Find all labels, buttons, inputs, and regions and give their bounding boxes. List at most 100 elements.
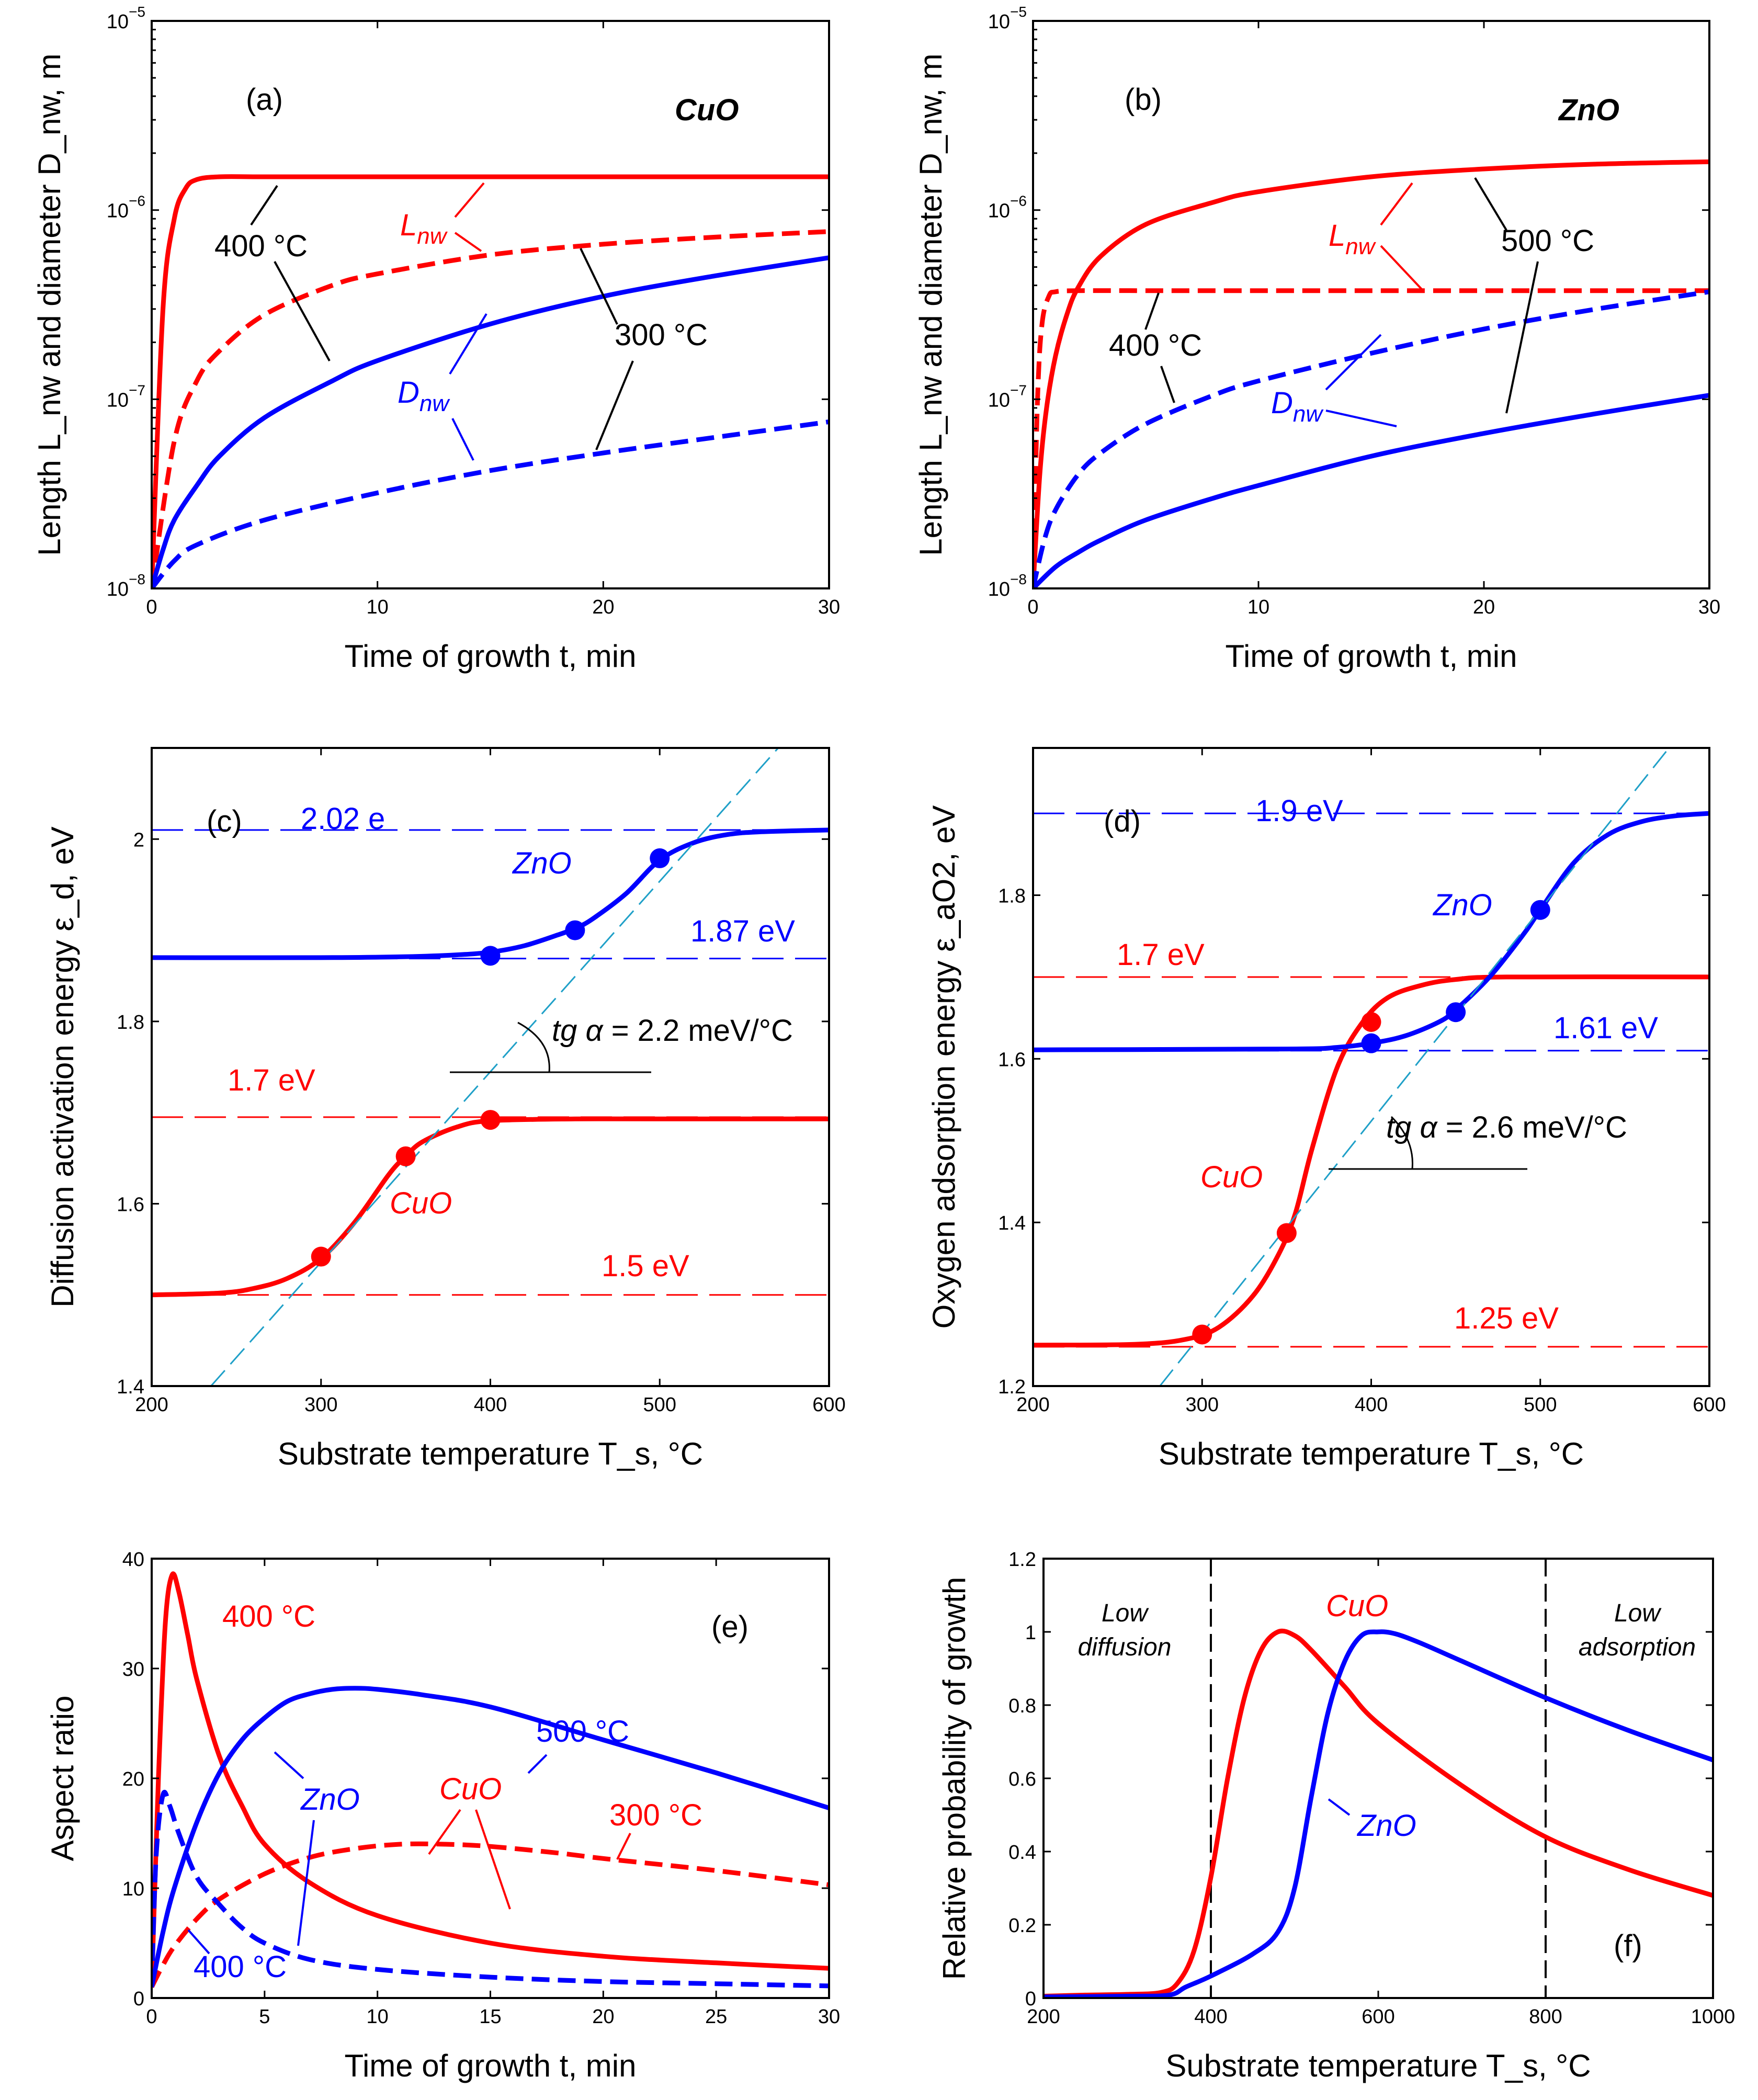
y-tick-base: 10 bbox=[988, 578, 1010, 600]
y-tick-label-e-3: 30 bbox=[122, 1659, 144, 1681]
y-tick-label-b-1: 10−7 bbox=[988, 382, 1027, 411]
material-label-a: CuO bbox=[675, 93, 739, 127]
x-tick-label-d-0: 200 bbox=[1016, 1394, 1049, 1416]
hline-label-d-1: 1.7 eV bbox=[1117, 938, 1205, 972]
y-tick-label-e-2: 20 bbox=[122, 1768, 144, 1790]
y-axis-label-f: Relative probability of growth bbox=[937, 1577, 972, 1980]
y-tick-label-a-2: 10−6 bbox=[107, 193, 145, 222]
series-group-e bbox=[152, 1571, 829, 1989]
panel-label-c: (c) bbox=[207, 804, 242, 838]
lnw-label-a: Lnw bbox=[400, 208, 448, 249]
hline-label-c-2: 1.7 eV bbox=[228, 1063, 315, 1097]
marker-c-3-0 bbox=[311, 1246, 331, 1267]
x-tick-label-d-4: 600 bbox=[1693, 1394, 1726, 1416]
x-tick-label-d-1: 300 bbox=[1186, 1394, 1219, 1416]
label-sub: nw bbox=[1345, 234, 1376, 259]
marker-d-2-2 bbox=[1361, 1012, 1381, 1032]
leader-e-zno-2 bbox=[297, 1820, 315, 1946]
zone-label-f-1b: diffusion bbox=[1078, 1633, 1172, 1661]
y-tick-exp: −5 bbox=[1010, 4, 1027, 20]
y-axis-label-d: Oxygen adsorption energy ε_aO2, eV bbox=[926, 805, 961, 1329]
series-line-b-1 bbox=[1033, 288, 1709, 588]
hline-label-d-2: 1.61 eV bbox=[1553, 1011, 1658, 1045]
leader-e-cuo-2 bbox=[428, 1809, 461, 1855]
material-label-f-zno: ZnO bbox=[1356, 1809, 1416, 1843]
material-label-d-cuo: CuO bbox=[1200, 1160, 1263, 1194]
leader-b-lnw-1 bbox=[1380, 182, 1413, 226]
y-axis-label-b: Length L_nw and diameter D_nw, m bbox=[913, 53, 948, 556]
slope-label-c: tg α = 2.2 meV/°C bbox=[552, 1014, 793, 1048]
panel-label-b: (b) bbox=[1125, 83, 1162, 117]
y-tick-exp: −6 bbox=[1010, 193, 1027, 209]
leader-e-300 bbox=[616, 1833, 631, 1860]
x-tick-label-d-3: 500 bbox=[1524, 1394, 1557, 1416]
y-tick-label-a-3: 10−5 bbox=[107, 4, 145, 33]
material-label-e-cuo: CuO bbox=[439, 1772, 502, 1806]
series-line-e-2 bbox=[152, 1686, 829, 1988]
series-line-d-0 bbox=[1033, 974, 1709, 1348]
series-line-a-3 bbox=[152, 419, 829, 588]
series-line-e-0 bbox=[152, 1571, 829, 1988]
x-tick-label-f-4: 1000 bbox=[1691, 2006, 1736, 2028]
leader-f-zno bbox=[1328, 1798, 1351, 1816]
y-tick-label-f-5: 1 bbox=[1025, 1622, 1036, 1644]
y-tick-label-b-2: 10−6 bbox=[988, 193, 1027, 222]
y-axis-label-e: Aspect ratio bbox=[45, 1696, 80, 1861]
marker-d-2-0 bbox=[1192, 1324, 1212, 1345]
series-group-b bbox=[1033, 159, 1709, 588]
label-main: D bbox=[1271, 386, 1293, 420]
x-tick-label-e-2: 10 bbox=[367, 2006, 389, 2028]
temp-label-e-cuo-300: 300 °C bbox=[609, 1798, 702, 1832]
series-line-c-4 bbox=[210, 748, 779, 1386]
leader-b-dnw-1 bbox=[1325, 334, 1382, 391]
x-tick-label-a-1: 10 bbox=[367, 596, 389, 618]
leader-b-500-top bbox=[1474, 177, 1507, 231]
y-tick-exp: −8 bbox=[129, 571, 145, 587]
marker-d-2-1 bbox=[1276, 1223, 1297, 1243]
y-tick-label-f-4: 0.8 bbox=[1008, 1695, 1036, 1717]
series-line-c-1 bbox=[152, 1116, 829, 1298]
marker-c-2-2 bbox=[650, 848, 670, 868]
series-line-e-1 bbox=[152, 1841, 829, 1989]
x-tick-label-a-3: 30 bbox=[818, 596, 840, 618]
dnw-label-a: Dnw bbox=[398, 376, 450, 416]
slope-value: = 2.2 meV/°C bbox=[603, 1014, 793, 1048]
x-tick-label-b-3: 30 bbox=[1698, 596, 1720, 618]
y-tick-label-f-6: 1.2 bbox=[1008, 1549, 1036, 1571]
series-line-b-2 bbox=[1033, 393, 1709, 588]
leader-a-lnw-2 bbox=[454, 232, 482, 252]
slope-symbol: tg α bbox=[552, 1014, 604, 1048]
x-tick-label-d-2: 400 bbox=[1355, 1394, 1388, 1416]
hline-label-c-0: 2.02 e bbox=[301, 802, 385, 836]
x-tick-label-e-4: 20 bbox=[592, 2006, 614, 2028]
label-main: L bbox=[400, 208, 417, 242]
y-tick-label-d-3: 1.8 bbox=[998, 886, 1026, 907]
x-axis-label-c: Substrate temperature T_s, °C bbox=[278, 1436, 703, 1471]
material-label-c-cuo: CuO bbox=[390, 1186, 452, 1220]
x-tick-label-e-0: 0 bbox=[146, 2006, 157, 2028]
leader-a-400-bottom bbox=[274, 261, 331, 361]
y-tick-base: 10 bbox=[988, 11, 1010, 33]
y-tick-label-d-0: 1.2 bbox=[998, 1376, 1026, 1398]
panel-label-e: (e) bbox=[711, 1610, 748, 1644]
leader-a-300-top bbox=[580, 248, 618, 325]
leader-e-500 bbox=[527, 1754, 548, 1774]
x-tick-label-f-3: 800 bbox=[1529, 2006, 1562, 2028]
series-line-a-0 bbox=[152, 174, 829, 588]
y-tick-exp: −7 bbox=[1010, 382, 1027, 398]
label-sub: nw bbox=[419, 391, 450, 416]
material-label-f-cuo: CuO bbox=[1326, 1589, 1388, 1623]
material-label-e-zno: ZnO bbox=[300, 1783, 360, 1817]
x-axis-label-f: Substrate temperature T_s, °C bbox=[1165, 2048, 1591, 2083]
marker-c-3-2 bbox=[480, 1110, 501, 1130]
y-tick-label-e-1: 10 bbox=[122, 1878, 144, 1900]
material-label-b: ZnO bbox=[1558, 93, 1619, 127]
leader-b-dnw-2 bbox=[1325, 410, 1397, 427]
series-group-f bbox=[1044, 1628, 1713, 1998]
dnw-label-b: Dnw bbox=[1271, 386, 1324, 427]
x-tick-label-c-4: 600 bbox=[812, 1394, 845, 1416]
label-sub: nw bbox=[1293, 401, 1324, 427]
y-tick-base: 10 bbox=[107, 11, 129, 33]
y-tick-label-a-0: 10−8 bbox=[107, 571, 145, 600]
